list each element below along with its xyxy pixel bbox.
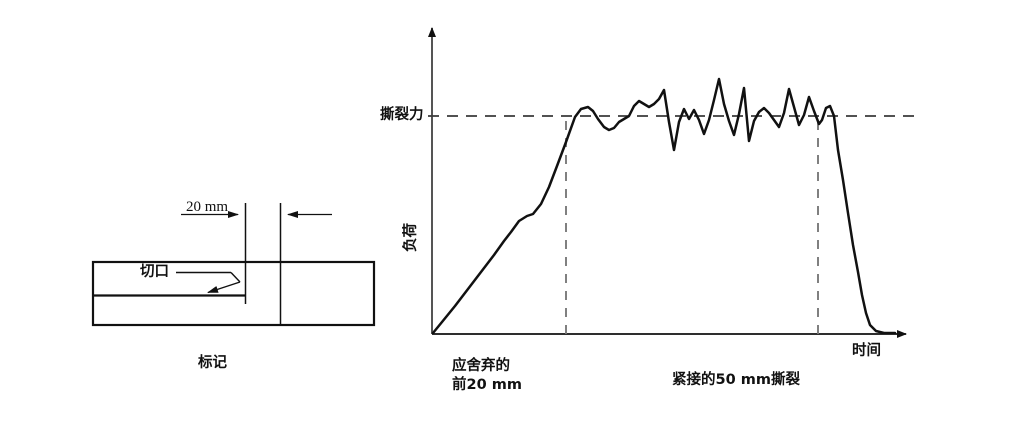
discard-caption-line1: 应舍弃的: [452, 358, 510, 374]
load-time-chart: [428, 27, 916, 338]
tear-force-label: 撕裂力: [380, 107, 424, 123]
dimension-label-20mm: 20 mm: [186, 199, 229, 215]
specimen-rectangle: [91, 260, 376, 327]
specimen-diagram: [91, 203, 376, 327]
y-axis-label: 负荷: [403, 223, 419, 252]
specimen-caption: 标记: [198, 355, 227, 371]
x-axis-label: 时间: [852, 343, 881, 359]
load-curve: [431, 77, 897, 335]
notch-label: 切口: [140, 264, 169, 280]
tear-caption: 紧接的50 mm撕裂: [672, 372, 800, 388]
notch-leader-arrow: [207, 281, 241, 294]
notch-leader-corner: [230, 272, 241, 283]
discard-caption-line2: 前20 mm: [452, 377, 522, 393]
